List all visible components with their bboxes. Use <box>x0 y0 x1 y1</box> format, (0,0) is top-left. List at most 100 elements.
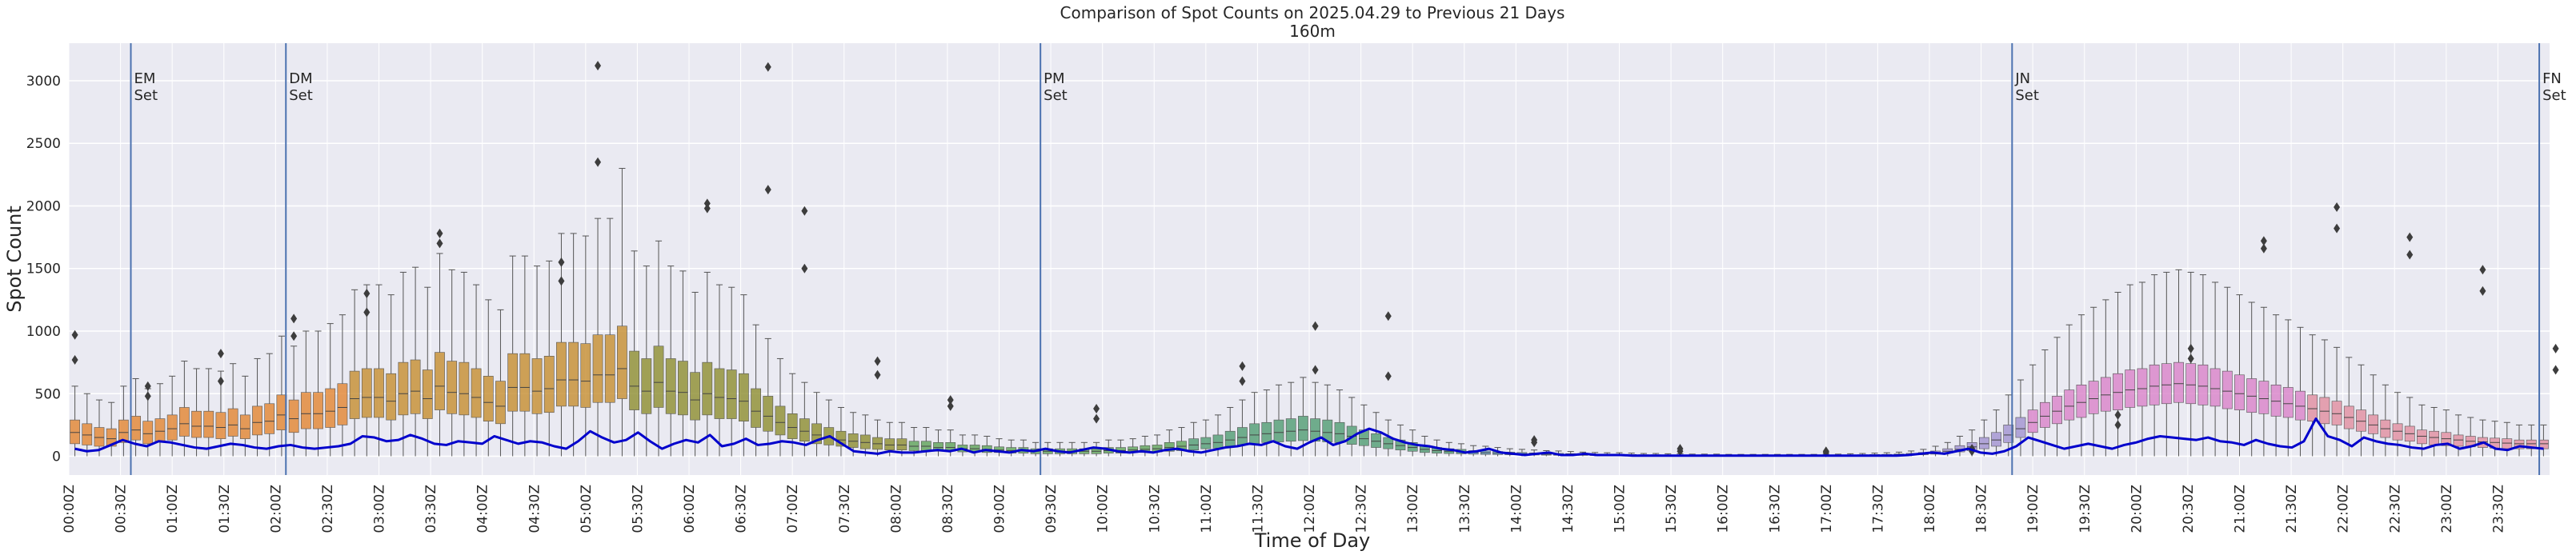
box-38 <box>531 266 543 457</box>
box-165 <box>2076 314 2087 457</box>
box-101 <box>1298 377 1308 457</box>
annotation-label: DM <box>289 70 312 87</box>
outlier-point <box>290 331 298 341</box>
box-body <box>2319 397 2330 425</box>
box-body <box>2209 368 2221 407</box>
box-body <box>386 373 397 421</box>
box-200 <box>2502 421 2513 457</box>
box-181 <box>2270 314 2282 457</box>
box-body <box>1371 433 1381 448</box>
box-body <box>2526 439 2537 449</box>
box-45 <box>617 168 627 457</box>
box-body <box>519 353 531 412</box>
outlier-point <box>764 62 771 72</box>
x-tick-label: 14:30Z <box>1560 485 1576 533</box>
outlier-point <box>436 238 443 249</box>
box-71 <box>933 429 943 457</box>
box-37 <box>519 255 531 457</box>
outlier-point <box>1677 446 1684 457</box>
x-axis-label: Time of Day <box>1254 529 1371 552</box>
box-body <box>142 421 154 445</box>
box-body <box>2514 439 2525 449</box>
outlier-point <box>595 157 602 167</box>
box-body <box>1407 442 1418 452</box>
annotation-label: Set <box>2542 87 2566 104</box>
box-body <box>2417 429 2427 445</box>
outlier-point <box>595 61 602 71</box>
box-202 <box>2526 424 2537 457</box>
box-body <box>896 438 907 450</box>
box-body <box>349 370 360 419</box>
box-30 <box>435 253 445 457</box>
annotation-label: Set <box>2015 87 2039 104</box>
box-54 <box>726 286 737 457</box>
y-tick-label: 2000 <box>26 198 61 214</box>
x-tick-label: 20:00Z <box>2129 485 2145 533</box>
x-tick-label: 20:30Z <box>2181 485 2197 533</box>
box-body <box>447 361 458 414</box>
box-body <box>1261 421 1272 443</box>
box-70 <box>920 427 931 457</box>
box-body <box>507 353 519 412</box>
outlier-point <box>2406 250 2414 260</box>
chart-subtitle: 160m <box>1289 22 1336 41</box>
box-body <box>1212 434 1224 449</box>
box-107 <box>1371 412 1381 457</box>
y-tick-label: 1000 <box>26 324 61 340</box>
box-series <box>70 168 2549 457</box>
box-19 <box>300 330 311 457</box>
box-100 <box>1285 381 1296 457</box>
box-body <box>714 368 725 419</box>
x-tick-label: 12:00Z <box>1302 485 1318 533</box>
box-65 <box>859 414 871 457</box>
box-body <box>94 427 105 447</box>
outlier-point <box>2260 236 2267 246</box>
box-24 <box>361 284 372 457</box>
x-tick-label: 02:00Z <box>268 485 284 533</box>
box-194 <box>2429 406 2440 457</box>
box-68 <box>896 421 907 457</box>
outlier-point <box>2552 343 2559 353</box>
box-97 <box>1249 392 1260 457</box>
x-tick-label: 02:30Z <box>320 485 336 533</box>
box-67 <box>884 421 895 457</box>
box-body <box>459 361 470 416</box>
box-3 <box>106 401 117 457</box>
y-tick-label: 2500 <box>26 136 61 152</box>
box-body <box>653 345 664 408</box>
outlier-point <box>1312 321 1319 331</box>
outlier-point <box>363 289 371 299</box>
box-body <box>2125 369 2136 408</box>
box-89 <box>1152 434 1163 457</box>
y-tick-label: 500 <box>35 386 61 402</box>
box-49 <box>665 266 676 457</box>
box-20 <box>313 330 323 457</box>
box-2 <box>94 399 105 457</box>
x-tick-label: 23:00Z <box>2439 485 2455 533</box>
box-44 <box>604 218 615 457</box>
x-tick-label: 03:00Z <box>372 485 388 533</box>
box-body <box>2282 387 2294 418</box>
outlier-point <box>290 313 298 324</box>
box-body <box>264 403 275 434</box>
box-body <box>2221 370 2233 409</box>
box-body <box>2137 368 2148 407</box>
box-189 <box>2368 374 2379 457</box>
x-tick-label: 15:30Z <box>1664 485 1680 533</box>
outlier-point <box>144 381 151 391</box>
outlier-point <box>2114 420 2121 430</box>
box-80 <box>1042 441 1053 457</box>
outlier-point <box>558 257 565 267</box>
box-23 <box>349 289 360 457</box>
box-body <box>641 358 652 414</box>
box-195 <box>2441 409 2452 457</box>
y-axis-label: Spot Count <box>3 206 26 312</box>
box-body <box>337 383 348 425</box>
box-body <box>130 416 141 441</box>
box-body <box>178 407 190 437</box>
x-tick-label: 21:30Z <box>2284 485 2300 533</box>
y-tick-labels: 0 500 1000 1500 2000 2500 3000 <box>26 74 61 465</box>
box-178 <box>2234 294 2245 457</box>
box-body <box>2258 381 2270 414</box>
